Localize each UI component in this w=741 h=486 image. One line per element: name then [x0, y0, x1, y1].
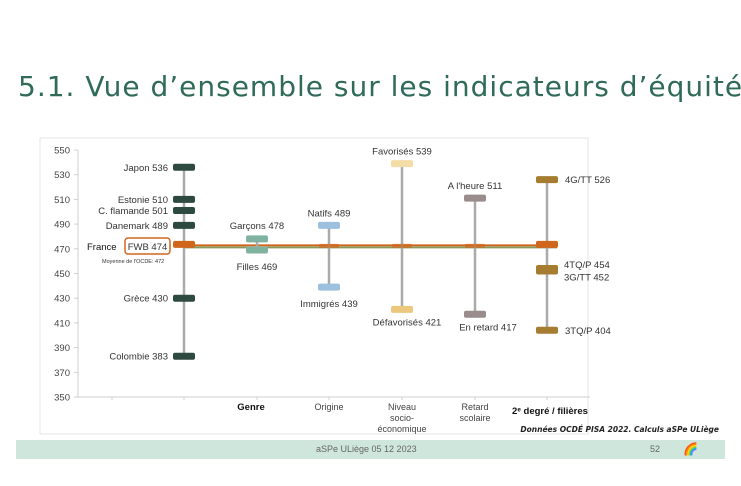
value-marker [173, 195, 195, 203]
footer-text: aSPe ULiège 05 12 2023 [316, 444, 417, 454]
value-marker [464, 194, 486, 202]
value-marker [173, 294, 195, 302]
x-category-label: scolaire [459, 413, 490, 423]
value-marker [391, 305, 413, 313]
value-label: Danemark 489 [106, 221, 168, 232]
value-marker [173, 163, 195, 171]
fwb-marker [392, 243, 412, 248]
x-category-label: 2ᵉ degré / filières [512, 406, 588, 417]
value-label: Japon 536 [124, 163, 168, 174]
x-category-label: Niveau [388, 402, 416, 412]
x-category-label: socio- [390, 413, 414, 423]
value-marker [536, 267, 558, 275]
oecd-average-label: Moyenne de l'OCDE: 472 [102, 259, 164, 265]
x-category-label: économique [377, 424, 426, 434]
y-tick-label: 490 [54, 220, 70, 231]
value-label: Garçons 478 [230, 221, 284, 232]
fwb-label-box [124, 237, 171, 255]
footer-bar: aSPe ULiège 05 12 2023 52 🌈 [16, 440, 725, 459]
value-marker [464, 310, 486, 318]
x-category-label: Genre [237, 402, 264, 413]
value-label: Grèce 430 [124, 294, 168, 305]
uliege-logo-icon: 🌈 [683, 442, 698, 456]
value-marker [173, 221, 195, 229]
y-tick-label: 410 [54, 318, 70, 329]
value-marker [173, 207, 195, 215]
value-label: Colombie 383 [109, 352, 168, 363]
page-number: 52 [650, 444, 661, 454]
value-label: Filles 469 [237, 262, 278, 273]
value-label: Natifs 489 [308, 208, 351, 219]
fwb-marker [173, 240, 195, 248]
y-tick-label: 470 [54, 244, 70, 255]
x-category-label: Retard [461, 402, 488, 412]
value-label: 3TQ/P 404 [565, 326, 611, 337]
fwb-marker [319, 243, 339, 248]
fwb-marker [536, 240, 558, 248]
y-tick-label: 530 [54, 170, 70, 181]
value-label: Immigrés 439 [300, 299, 358, 310]
source-note: Données OCDÉ PISA 2022. Calculs aSPe ULi… [520, 425, 719, 434]
value-label: Favorisés 539 [372, 147, 432, 158]
value-label: 4G/TT 526 [565, 175, 610, 186]
value-label: Estonie 510 [118, 195, 168, 206]
value-marker [318, 221, 340, 229]
value-marker [536, 326, 558, 334]
value-marker [246, 246, 268, 254]
value-label: C. flamande 501 [98, 206, 168, 217]
y-tick-label: 550 [54, 146, 70, 157]
y-tick-label: 350 [54, 393, 70, 404]
value-label: Défavorisés 421 [373, 317, 442, 328]
y-tick-label: 450 [54, 269, 70, 280]
y-tick-label: 390 [54, 343, 70, 354]
france-label: France [87, 242, 117, 253]
chart-frame [39, 137, 589, 435]
value-label: 4TQ/P 454 [564, 260, 610, 271]
value-label: En retard 417 [459, 322, 517, 333]
fwb-label: FWB 474 [128, 242, 168, 253]
y-tick-label: 430 [54, 294, 70, 305]
y-tick-label: 510 [54, 195, 70, 206]
fwb-marker [465, 243, 485, 248]
slide-title: 5.1. Vue d’ensemble sur les indicateurs … [18, 70, 741, 103]
value-marker [391, 160, 413, 168]
value-label: A l'heure 511 [448, 181, 502, 192]
value-marker [318, 283, 340, 291]
value-marker [246, 235, 268, 243]
value-label: 3G/TT 452 [564, 273, 609, 284]
y-tick-label: 370 [54, 368, 70, 379]
value-marker [173, 352, 195, 360]
x-category-label: Origine [314, 402, 343, 412]
value-marker [536, 176, 558, 184]
